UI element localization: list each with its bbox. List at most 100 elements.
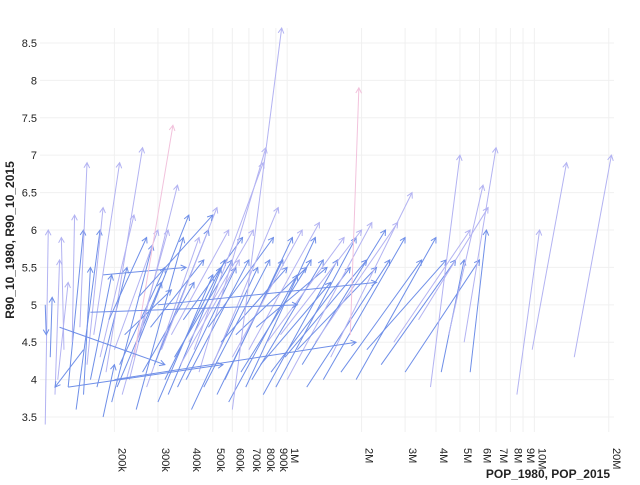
arrow [58,236,65,350]
arrow-shaft [96,267,128,388]
arrow-shaft [128,184,178,380]
arrow-shaft [314,222,399,343]
arrow-head [562,161,569,169]
arrow [89,273,114,380]
arrow-shaft [469,229,487,373]
arrow-head [305,259,312,266]
arrow-shaft [185,259,250,380]
arrow [67,228,87,388]
arrow-shaft [516,229,541,395]
arrow-head [252,266,259,274]
x-tick-label: 5M [461,448,473,463]
arrow-shaft [67,229,85,388]
x-tick-label: 9M [524,448,536,463]
arrow-head [473,259,481,266]
arrow-shaft [231,27,283,410]
arrow-shaft [280,229,362,336]
arrow [157,279,378,306]
arrow [54,349,84,388]
arrow-shaft [182,237,243,321]
arrow [124,289,173,336]
x-tick-label: 300k [159,448,171,472]
arrow [105,146,146,373]
arrow-head [370,279,378,287]
arrow [306,259,391,388]
arrow-shaft [349,87,360,335]
grid [40,28,614,432]
x-tick-label: 400k [190,448,202,472]
arrow [573,154,614,358]
arrow-head [42,329,50,336]
arrow [188,229,254,343]
arrow-shaft [124,289,172,336]
arrow-shaft [207,237,274,328]
arrow [418,206,489,321]
arrow-head [267,236,275,244]
arrow [280,229,363,336]
arrow-shaft [108,237,148,320]
x-tick-label: 600k [233,448,245,472]
arrow-shaft [340,259,423,373]
arrow-shaft [330,192,413,358]
arrow-shaft [54,259,61,395]
arrow-head [64,281,71,289]
arrow-head [96,228,103,236]
y-tick-label: 3.5 [22,412,37,424]
arrow-shaft [102,364,115,418]
arrow [262,259,339,395]
arrow [207,236,275,328]
arrow-shaft [71,215,76,343]
x-tick-label: 800k [264,448,276,472]
arrow-head [56,258,63,266]
arrow-shaft [228,274,298,403]
arrow [150,259,205,328]
arrow-shaft [286,222,373,380]
arrow-head [194,236,201,244]
arrow-shaft [380,259,456,365]
arrow-shaft [164,267,222,380]
arrow-head [338,236,345,244]
arrow-head [248,229,254,237]
arrow-shaft [366,259,447,351]
x-tick-label: 3M [406,448,418,463]
arrow [83,266,94,395]
arrow-shaft [137,214,190,343]
arrow-shaft [57,282,69,380]
arrow-shaft [114,341,357,381]
arrow-head [366,221,373,229]
arrow-shaft [170,229,230,335]
arrow [469,228,490,373]
x-tick-label: 10M [535,448,547,469]
arrow-head [58,236,65,244]
arrow-head [188,281,195,289]
arrow [90,301,299,313]
arrow-head [264,258,271,266]
arrow-shaft [270,267,351,373]
arrow-shaft [245,237,316,388]
arrow [516,228,543,395]
arrow-shaft [105,147,144,373]
arrow [185,259,250,380]
x-tick-label: 4M [437,448,449,463]
arrow-head [158,359,166,367]
arrow [180,259,240,365]
arrow-shaft [188,229,254,343]
y-tick-label: 4 [31,375,37,387]
arrow-head [48,296,56,303]
arrow [142,281,195,373]
arrow-head [355,229,363,237]
arrow-shaft [260,282,332,365]
arrow-head [183,214,191,222]
arrow-shaft [54,349,84,388]
arrow-shaft [135,237,184,410]
arrow [54,258,63,395]
arrow-head [198,259,205,266]
x-tick-label: 2M [363,448,375,463]
arrow-head [212,206,219,214]
arrow [286,221,373,380]
arrow-head [607,154,614,162]
arrow-head [99,206,106,214]
arrow-head [296,229,303,237]
arrow-shaft [393,229,471,343]
